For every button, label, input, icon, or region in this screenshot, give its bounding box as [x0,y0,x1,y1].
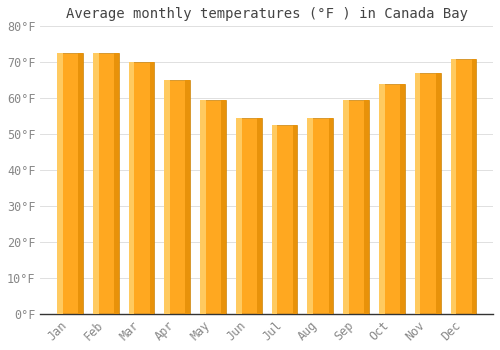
Bar [436,73,440,314]
Bar [343,100,349,314]
Bar [328,118,333,314]
Bar [236,118,262,314]
Bar [186,80,190,314]
Bar [472,59,476,314]
Bar [200,100,226,314]
Bar [128,62,134,314]
Bar [272,125,297,314]
Bar [257,118,262,314]
Bar [415,73,420,314]
Bar [200,100,206,314]
Bar [93,53,98,314]
Bar [236,118,242,314]
Bar [128,62,154,314]
Bar [364,100,369,314]
Bar [308,118,313,314]
Bar [400,84,404,314]
Bar [114,53,118,314]
Bar [57,53,83,314]
Bar [415,73,440,314]
Bar [222,100,226,314]
Bar [343,100,369,314]
Bar [450,59,456,314]
Bar [272,125,278,314]
Bar [150,62,154,314]
Title: Average monthly temperatures (°F ) in Canada Bay: Average monthly temperatures (°F ) in Ca… [66,7,468,21]
Bar [57,53,62,314]
Bar [293,125,298,314]
Bar [93,53,118,314]
Bar [379,84,404,314]
Bar [78,53,83,314]
Bar [450,59,476,314]
Bar [164,80,190,314]
Bar [379,84,384,314]
Bar [164,80,170,314]
Bar [308,118,333,314]
